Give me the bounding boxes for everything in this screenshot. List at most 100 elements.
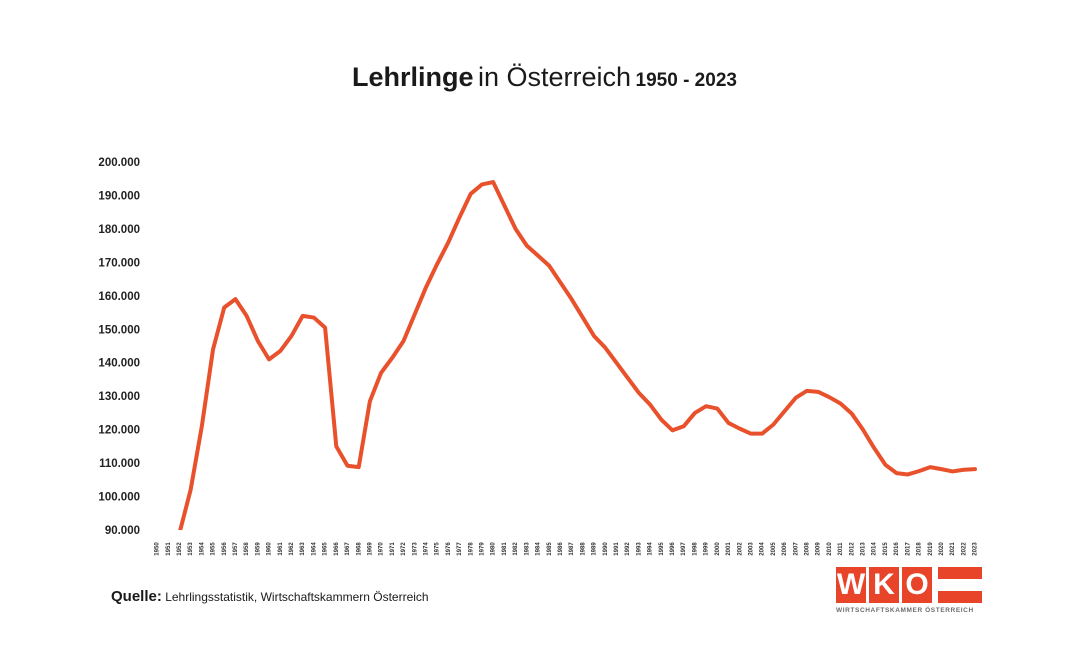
x-tick-label: 1985	[547, 542, 553, 556]
x-tick-label: 1982	[513, 542, 519, 556]
y-tick-label: 110.000	[99, 458, 140, 470]
y-axis: 90.000 100.000 110.000 120.000 130.000 140.00…	[98, 157, 140, 537]
x-tick-label: 1979	[480, 542, 486, 556]
logo-letters: W K O	[836, 567, 932, 603]
x-tick-label: 1989	[592, 542, 598, 556]
wko-logo: W K O WIRTSCHAFTSKAMMER ÖSTERREICH	[836, 567, 986, 621]
x-tick-label: 2017	[905, 542, 911, 556]
y-tick-label: 200.000	[98, 157, 140, 169]
x-tick-label: 1975	[435, 542, 441, 556]
title-bold: Lehrlinge	[352, 62, 474, 92]
x-tick-label: 2019	[928, 542, 934, 556]
x-tick-label: 1993	[636, 542, 642, 556]
x-tick-label: 1978	[468, 542, 474, 556]
source-note: Quelle: Lehrlingsstatistik, Wirtschaftsk…	[111, 588, 429, 605]
x-tick-label: 1997	[681, 542, 687, 556]
x-tick-label: 2011	[838, 542, 844, 556]
logo-bar-bottom	[938, 591, 982, 603]
logo-letter-w: W	[836, 567, 866, 603]
source-text: Lehrlingsstatistik, Wirtschaftskammern Ö…	[165, 590, 429, 604]
x-tick-label: 1966	[334, 542, 340, 556]
x-tick-label: 1965	[323, 542, 329, 556]
series-group	[178, 180, 977, 530]
x-tick-label: 1999	[704, 542, 710, 556]
y-tick-label: 180.000	[98, 224, 140, 236]
x-tick-label: 1962	[289, 542, 295, 556]
x-tick-label: 2010	[827, 542, 833, 556]
x-tick-label: 1955	[211, 542, 217, 556]
x-tick-label: 1951	[166, 542, 172, 556]
x-tick-label: 2015	[883, 542, 889, 556]
x-tick-label: 2000	[715, 542, 721, 556]
x-tick-label: 2014	[872, 542, 878, 556]
x-tick-label: 1968	[356, 542, 362, 556]
logo-bar-top	[938, 567, 982, 579]
x-tick-label: 1994	[648, 542, 654, 556]
x-tick-label: 1980	[491, 542, 497, 556]
title-normal: in Österreich	[478, 62, 632, 92]
x-tick-label: 1950	[155, 542, 161, 556]
x-tick-label: 1983	[524, 542, 530, 556]
x-tick-label: 1977	[457, 542, 463, 556]
x-tick-label: 1991	[614, 542, 620, 556]
x-tick-label: 2005	[771, 542, 777, 556]
logo-letter-o: O	[902, 567, 932, 603]
x-tick-label: 2016	[894, 542, 900, 556]
x-tick-label: 1964	[311, 542, 317, 556]
y-tick-label: 170.000	[98, 257, 140, 269]
x-tick-label: 1971	[390, 542, 396, 556]
x-tick-label: 2006	[782, 542, 788, 556]
x-tick-label: 1952	[177, 542, 183, 556]
x-tick-label: 1984	[536, 542, 542, 556]
x-tick-label: 1974	[424, 542, 430, 556]
x-tick-label: 1957	[233, 542, 239, 556]
logo-subtitle: WIRTSCHAFTSKAMMER ÖSTERREICH	[836, 607, 974, 614]
x-tick-label: 1995	[659, 542, 665, 556]
series-line	[178, 180, 977, 530]
y-tick-label: 150.000	[98, 324, 140, 336]
x-tick-label: 2021	[950, 542, 956, 556]
x-tick-label: 1954	[199, 542, 205, 556]
x-tick-label: 1987	[569, 542, 575, 556]
y-tick-label: 130.000	[98, 391, 140, 403]
x-tick-label: 1970	[379, 542, 385, 556]
x-tick-label: 1990	[603, 542, 609, 556]
x-tick-label: 1972	[401, 542, 407, 556]
x-tick-label: 1967	[345, 542, 351, 556]
y-tick-label: 120.000	[98, 425, 140, 437]
x-tick-label: 2022	[961, 542, 967, 556]
x-tick-label: 1986	[558, 542, 564, 556]
x-tick-label: 1963	[300, 542, 306, 556]
x-tick-label: 2023	[973, 542, 979, 556]
x-tick-label: 1996	[670, 542, 676, 556]
y-tick-label: 190.000	[98, 190, 140, 202]
x-tick-label: 2008	[804, 542, 810, 556]
x-tick-label: 2007	[793, 542, 799, 556]
x-tick-label: 1988	[580, 542, 586, 556]
source-label: Quelle:	[111, 588, 162, 605]
y-tick-label: 100.000	[98, 492, 140, 504]
x-tick-label: 1992	[625, 542, 631, 556]
x-tick-label: 2003	[748, 542, 754, 556]
x-tick-label: 1961	[278, 542, 284, 556]
x-axis: 1950 1951 1952 1953 1954 1955 1956 1957 1958 1959…	[155, 542, 979, 556]
title-range: 1950 - 2023	[635, 70, 737, 91]
x-tick-label: 1953	[188, 542, 194, 556]
x-tick-label: 1976	[446, 542, 452, 556]
x-tick-label: 1998	[692, 542, 698, 556]
x-tick-label: 2002	[737, 542, 743, 556]
x-tick-label: 1981	[502, 542, 508, 556]
x-tick-label: 2018	[917, 542, 923, 556]
x-tick-label: 2013	[861, 542, 867, 556]
y-tick-label: 140.000	[98, 358, 140, 370]
x-tick-label: 1960	[267, 542, 273, 556]
x-tick-label: 2012	[849, 542, 855, 556]
logo-flag-icon	[938, 567, 982, 603]
logo-letter-k: K	[869, 567, 899, 603]
x-tick-label: 2009	[816, 542, 822, 556]
x-tick-label: 1969	[367, 542, 373, 556]
x-tick-label: 1973	[412, 542, 418, 556]
y-tick-label: 160.000	[98, 291, 140, 303]
y-tick-label: 90.000	[105, 525, 140, 537]
